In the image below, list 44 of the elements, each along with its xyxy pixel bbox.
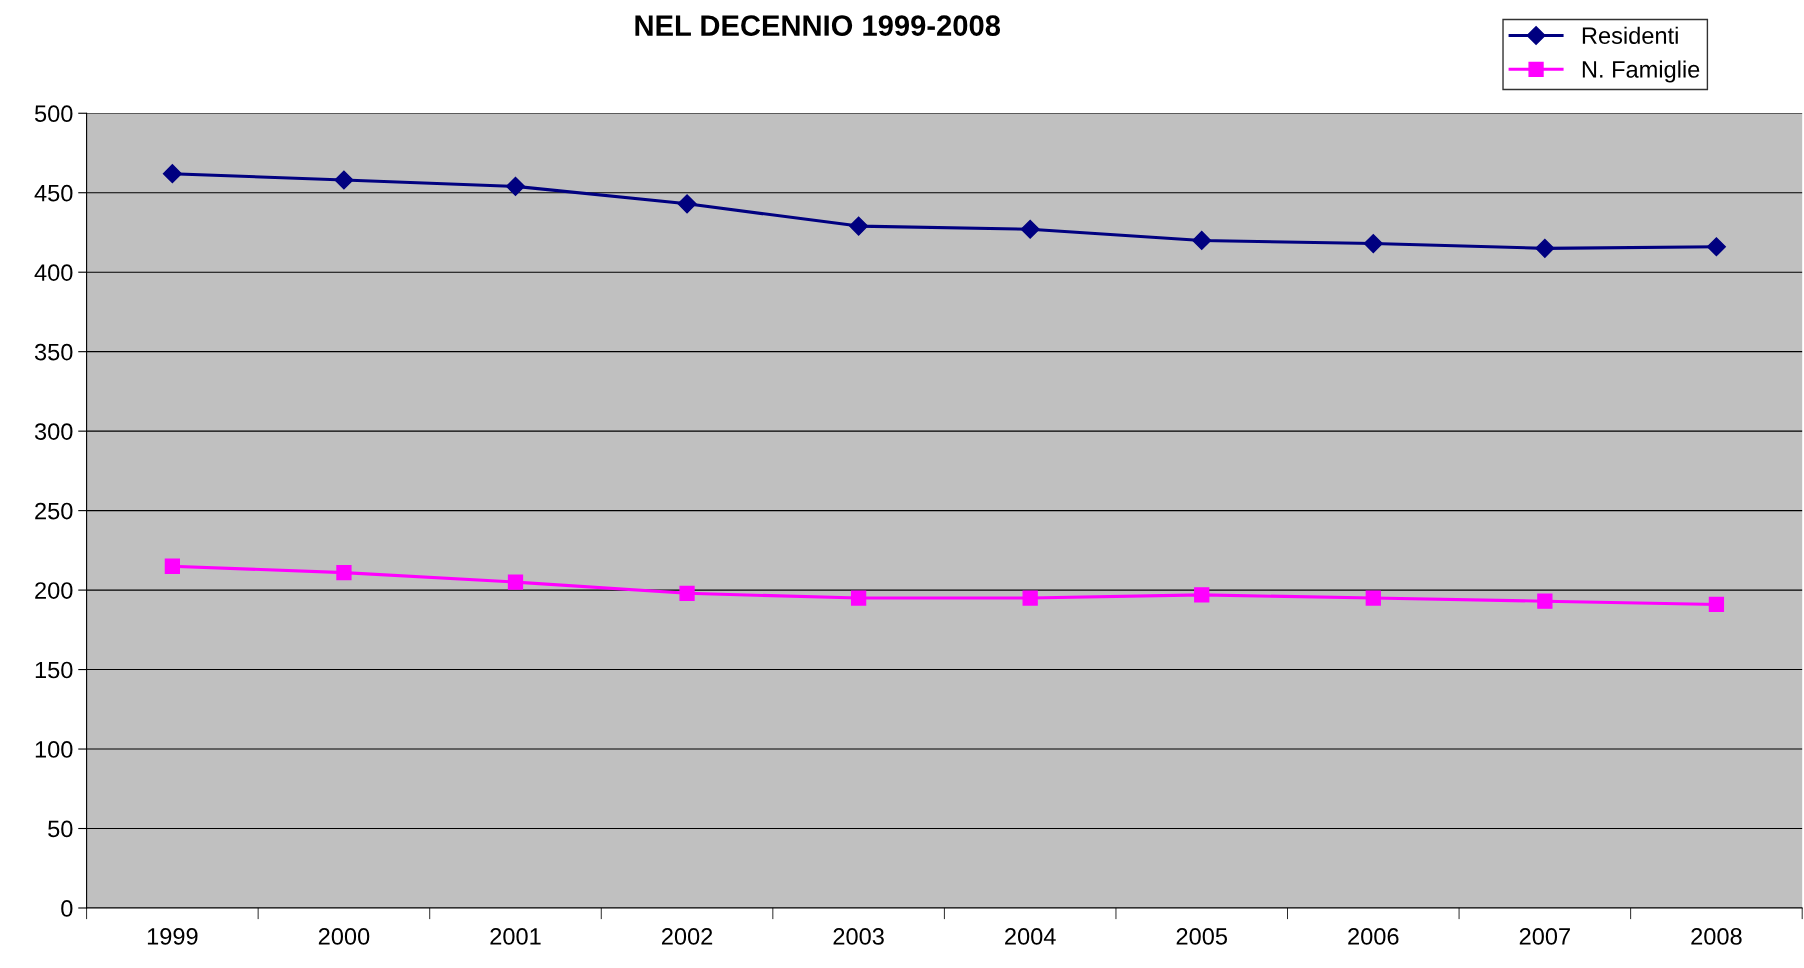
point <box>1194 587 1210 603</box>
y-tick-label: 450 <box>34 184 73 202</box>
point <box>1022 590 1038 606</box>
point <box>164 558 181 574</box>
legend-label: N. Famiglie <box>1582 60 1700 83</box>
x-tick-label: 2003 <box>833 928 884 945</box>
x-tick-label: 2005 <box>1176 928 1228 945</box>
point <box>849 216 869 236</box>
y-tick-label: 100 <box>35 741 73 758</box>
point <box>1706 237 1726 257</box>
point <box>1363 234 1383 254</box>
y-tick-label: 150 <box>35 661 73 679</box>
y-tick-label: 50 <box>48 820 73 838</box>
x-tick-label: 2000 <box>318 928 370 945</box>
x-tick-label: 2002 <box>661 928 713 945</box>
x-tick-label: 2001 <box>490 928 541 945</box>
x-tick-label: 2008 <box>1691 928 1742 945</box>
point <box>336 564 352 581</box>
legend-label: Residenti <box>1582 26 1678 44</box>
point <box>1535 238 1555 258</box>
y-tick-label: 400 <box>34 264 73 281</box>
point <box>162 164 182 184</box>
point <box>1537 593 1553 609</box>
point <box>1708 596 1725 613</box>
point <box>1365 590 1381 606</box>
y-tick-label: 250 <box>35 502 73 520</box>
point <box>334 170 354 190</box>
point <box>1192 230 1212 250</box>
y-tick-label: 200 <box>35 582 73 599</box>
x-tick-label: 2004 <box>1005 928 1056 945</box>
y-tick-label: 500 <box>34 105 73 123</box>
point <box>505 176 526 196</box>
x-tick-label: 1999 <box>147 928 198 945</box>
chart-title: NEL DECENNIO 1999-2008 <box>635 15 1001 36</box>
point <box>679 585 695 601</box>
y-tick-label: 0 <box>61 900 73 917</box>
point <box>507 574 524 590</box>
point <box>1020 219 1040 239</box>
point <box>850 590 867 606</box>
y-tick-label: 350 <box>34 343 73 361</box>
x-tick-label: 2006 <box>1348 928 1399 945</box>
x-tick-label: 2007 <box>1519 928 1570 945</box>
point <box>677 194 697 214</box>
y-tick-label: 300 <box>34 423 73 440</box>
